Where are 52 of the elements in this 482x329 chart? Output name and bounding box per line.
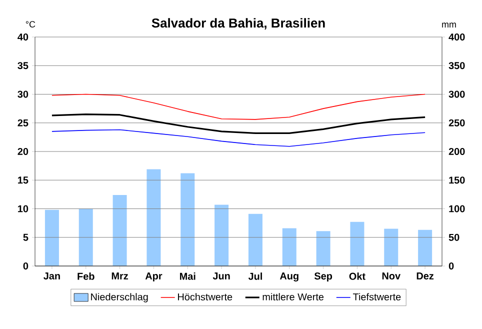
y2-tick-label: 100 [449, 205, 465, 212]
line-series [52, 94, 426, 120]
x-tick-label: Jul [248, 272, 262, 280]
x-tick-label: Feb [78, 272, 94, 280]
y2-tick-label: 0 [448, 262, 454, 270]
x-tick-label: Nov [382, 272, 401, 280]
y2-tick-label: 300 [448, 90, 465, 98]
bar [44, 210, 59, 266]
bar [384, 228, 398, 266]
y-tick-label: 5 [23, 234, 28, 241]
chart-title: Salvador da Bahia, Brasilien [152, 18, 325, 30]
y2-tick-label: 200 [448, 148, 465, 156]
y2-tick-label: 50 [448, 234, 460, 241]
y-tick-label: 40 [18, 33, 28, 41]
bar [418, 230, 432, 266]
x-tick-label: Dez [416, 272, 434, 280]
bar [350, 222, 364, 266]
bar [248, 214, 262, 266]
y-tick-label: 0 [23, 262, 28, 270]
bar [316, 231, 330, 266]
legend-label: Höchstwerte [178, 293, 232, 300]
y2-tick-label: 250 [448, 119, 465, 126]
x-tick-label: Apr [145, 272, 162, 282]
bar [146, 169, 161, 266]
x-tick-label: Jun [212, 272, 230, 280]
x-tick-label: Sep [314, 272, 332, 282]
y2-tick-label: 350 [448, 62, 465, 70]
y-tick-label: 25 [18, 119, 28, 126]
y2-tick-label: 150 [449, 176, 465, 184]
y2-tick-label: 400 [448, 33, 465, 41]
bar [282, 228, 296, 266]
x-tick-label: Aug [280, 272, 298, 282]
line-series [52, 129, 426, 147]
bar [180, 173, 195, 266]
y2-axis-title: mm [442, 22, 456, 28]
legend-label: Niederschlag [91, 293, 148, 302]
bar [78, 208, 93, 266]
bar [214, 204, 229, 266]
y-tick-label: 10 [18, 205, 28, 212]
x-tick-label: Jan [44, 272, 60, 280]
x-tick-label: Mai [180, 272, 196, 280]
y-tick-label: 30 [18, 90, 28, 98]
legend-label: Tiefstwerte [352, 293, 401, 300]
y-tick-label: 15 [18, 176, 28, 184]
y-tick-label: 20 [18, 148, 28, 156]
line-series [51, 113, 426, 134]
y-axis-title: °C [26, 21, 36, 28]
x-tick-label: Okt [349, 272, 366, 280]
y-tick-label: 35 [18, 62, 28, 70]
bar [112, 195, 127, 266]
x-tick-label: Mrz [112, 272, 128, 280]
legend-label: mittlere Werte [262, 293, 324, 300]
